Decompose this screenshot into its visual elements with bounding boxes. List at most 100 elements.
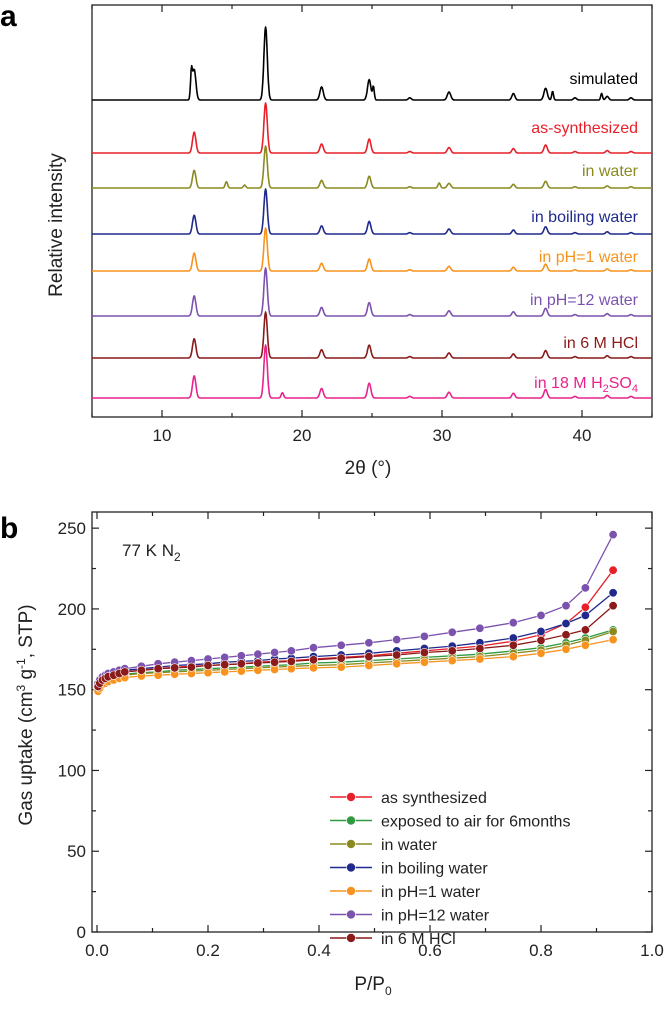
isotherm-point	[186, 662, 196, 672]
isotherm-point	[508, 652, 518, 662]
isotherm-point	[580, 610, 590, 620]
legend-label: exposed to air for 6months	[381, 814, 570, 831]
isotherm-point	[447, 627, 457, 637]
isotherm-point	[270, 647, 280, 657]
trace-label-in-ph12-water: in pH=12 water	[530, 292, 639, 309]
legend-marker	[346, 886, 356, 896]
isotherm-point	[447, 656, 457, 666]
isotherm-point	[475, 643, 485, 653]
isotherm-point	[286, 646, 296, 656]
isotherm-point	[308, 643, 318, 653]
isotherm-point	[153, 664, 163, 674]
legend-label: as synthesized	[381, 790, 487, 807]
isotherm-point	[419, 631, 429, 641]
isotherm-point	[561, 630, 571, 640]
a-xtick-label: 40	[573, 426, 592, 445]
b-ytick-label: 50	[67, 842, 86, 861]
panel-a: a 10 20 30 40 simulated as-synthesized in w…	[0, 0, 653, 479]
isotherm-point	[475, 623, 485, 633]
legend-label: in pH=1 water	[381, 884, 481, 901]
isotherm-point	[286, 656, 296, 666]
legend-marker	[346, 862, 356, 873]
trace-label-in-water: in water	[582, 163, 639, 180]
panel-b-series	[93, 530, 618, 696]
legend-marker	[346, 909, 356, 920]
xrd-trace-6	[91, 311, 653, 359]
isotherm-point	[475, 654, 485, 664]
isotherm-point	[419, 657, 429, 667]
isotherm-point	[170, 663, 180, 673]
b-ytick-label: 150	[58, 681, 86, 700]
a-xtick-label: 20	[293, 426, 312, 445]
isotherm-point	[608, 635, 618, 645]
isotherm-point	[536, 635, 546, 645]
panel-a-letter: a	[0, 0, 17, 33]
legend-label: in boiling water	[381, 861, 488, 878]
isotherm-point	[608, 565, 618, 575]
legend-marker	[346, 839, 356, 849]
xrd-trace-5	[91, 267, 653, 317]
b-ytick-label: 0	[77, 923, 86, 942]
b-ytick-label: 100	[58, 761, 86, 780]
legend-label: in pH=12 water	[381, 908, 490, 925]
panel-b: b 77 K N2 0.0 0.2 0.4 0.6 0.8 1.0 0 50 100 150 20…	[0, 511, 664, 998]
isotherm-point	[580, 625, 590, 635]
isotherm-point	[120, 667, 130, 677]
xrd-trace-1	[91, 102, 653, 154]
a-xtick-label: 30	[433, 426, 452, 445]
isotherm-point	[608, 601, 618, 611]
isotherm-point	[253, 649, 263, 659]
b-xtick-label: 0.6	[418, 941, 442, 960]
isotherm-point	[536, 626, 546, 636]
b-xtick-label: 0.4	[307, 941, 331, 960]
panel-b-ylabel: Gas uptake (cm3 g-1, STP)	[14, 604, 37, 825]
trace-label-simulated: simulated	[570, 71, 638, 88]
isotherm-point	[447, 646, 457, 656]
isotherm-point	[580, 583, 590, 593]
isotherm-point	[336, 640, 346, 650]
isotherm-point	[392, 659, 402, 669]
isotherm-point	[203, 660, 213, 670]
trace-label-in-18m-h2so4: in 18 M H2SO4	[534, 375, 638, 395]
isotherm-point	[236, 651, 246, 661]
isotherm-point	[561, 644, 571, 654]
panel-b-letter: b	[0, 512, 18, 545]
b-xtick-label: 0.2	[196, 941, 220, 960]
isotherm-point	[508, 640, 518, 650]
isotherm-point	[561, 618, 571, 628]
trace-label-in-6m-hcl: in 6 M HCl	[563, 335, 638, 352]
isotherm-point	[220, 660, 230, 670]
isotherm-point	[536, 610, 546, 620]
b-xtick-label: 1.0	[640, 941, 664, 960]
legend-marker	[346, 792, 356, 802]
panel-b-frame	[91, 511, 653, 933]
xrd-trace-4	[91, 227, 653, 272]
isotherm-point	[308, 663, 318, 673]
isotherm-point	[364, 660, 374, 670]
panel-b-xlabel: P/P0	[354, 974, 392, 998]
isotherm-point	[336, 662, 346, 672]
isotherm-point	[392, 635, 402, 645]
isotherm-point	[608, 530, 618, 540]
isotherm-point	[419, 647, 429, 657]
panel-a-xlabel: 2θ (°)	[345, 458, 392, 479]
isotherm-point	[508, 618, 518, 628]
isotherm-point	[136, 665, 146, 675]
panel-b-legend: as synthesized exposed to air for 6months…	[330, 790, 570, 948]
panel-a-trace-labels: simulated as-synthesized in water in boi…	[530, 71, 639, 395]
xrd-trace-0	[91, 26, 653, 101]
isotherm-point	[364, 652, 374, 662]
isotherm-point	[536, 648, 546, 658]
panel-b-annotation: 77 K N2	[122, 541, 181, 564]
isotherm-point	[580, 640, 590, 650]
xrd-trace-2	[91, 145, 653, 189]
isotherm-point	[364, 638, 374, 648]
isotherm-point	[392, 650, 402, 660]
legend-label: in water	[381, 837, 438, 854]
b-xtick-label: 0.8	[529, 941, 553, 960]
trace-label-in-boiling-water: in boiling water	[531, 209, 638, 226]
panel-a-traces	[91, 26, 653, 399]
isotherm-point	[336, 653, 346, 663]
b-ytick-label: 200	[58, 600, 86, 619]
